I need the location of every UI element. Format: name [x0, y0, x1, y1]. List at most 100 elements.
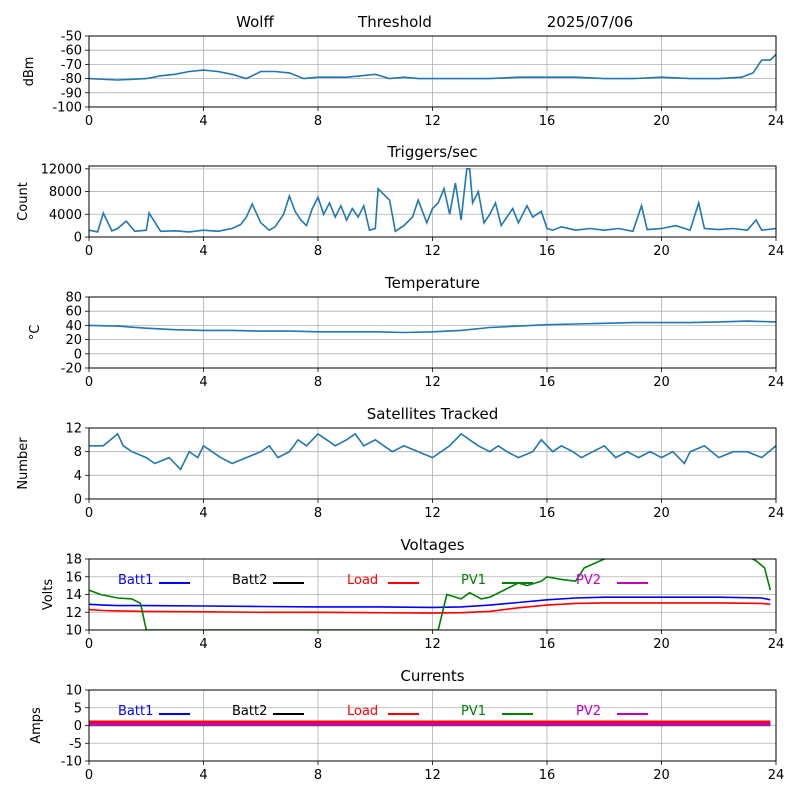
x-tick-label: 12: [424, 375, 441, 390]
x-tick-label: 4: [199, 506, 207, 521]
y-tick-label: 0: [74, 493, 82, 508]
chart-panel-1: 0 4 8 12 16 20 24 -100-90-80-70-60-50 dBm: [22, 30, 784, 130]
x-tick-label: 24: [768, 244, 785, 259]
chart-title: Temperature: [384, 274, 480, 292]
y-axis-label: Amps: [29, 707, 44, 744]
x-tick-label: 24: [768, 768, 785, 783]
y-tick-label: 14: [65, 588, 82, 603]
y-tick-label: 80: [65, 291, 82, 306]
x-tick-label: 8: [314, 375, 322, 390]
chart-panel-2: 0 4 8 12 16 20 24 0 4000 8000 12000 Triggers/sec Cou…: [16, 143, 784, 259]
header-mode: Threshold: [357, 13, 432, 31]
x-tick-label: 24: [768, 506, 785, 521]
y-axis-label: dBm: [22, 57, 37, 87]
y-tick-label: 8000: [49, 185, 82, 200]
x-tick-label: 16: [539, 768, 556, 783]
y-tick-label: 12000: [41, 162, 82, 177]
y-tick-label: 10: [65, 684, 82, 699]
y-tick-label: -10: [61, 755, 82, 770]
y-tick-label: -5: [69, 737, 82, 752]
series-line-trace: [89, 320, 776, 334]
chart-title: Triggers/sec: [387, 143, 478, 161]
y-tick-label: 0: [74, 231, 82, 246]
chart-panel-5: 0 4 8 12 16 20 24 10 12 14 16 18 Voltages Volts Batt1 B…: [41, 536, 784, 652]
y-tick-label: -20: [61, 362, 82, 377]
legend-label-load: Load: [347, 704, 378, 719]
y-tick-label: 5: [74, 701, 82, 716]
legend-label-pv1: PV1: [461, 573, 486, 588]
x-tick-label: 0: [85, 244, 93, 259]
y-tick-label: 4: [74, 469, 82, 484]
series-line-trace: [89, 168, 776, 233]
x-tick-label: 8: [314, 244, 322, 259]
y-tick-label: 8: [74, 445, 82, 460]
y-tick-label: 40: [65, 319, 82, 334]
x-tick-label: 16: [539, 506, 556, 521]
y-tick-label: -80: [61, 72, 82, 87]
x-tick-label: 24: [768, 114, 785, 129]
x-tick-label: 16: [539, 244, 556, 259]
x-tick-label: 20: [653, 375, 670, 390]
y-tick-label: -50: [61, 30, 82, 45]
legend-label-pv1: PV1: [461, 704, 486, 719]
x-tick-label: 24: [768, 637, 785, 652]
y-tick-label: -70: [61, 58, 82, 73]
y-tick-label: -100: [52, 101, 82, 116]
legend-label-batt2: Batt2: [232, 704, 267, 719]
x-tick-label: 16: [539, 114, 556, 129]
x-tick-label: 12: [424, 244, 441, 259]
x-tick-label: 8: [314, 114, 322, 129]
chart-panel-4: 0 4 8 12 16 20 24 0 4 8 12 Satellites Tracked Number: [16, 405, 784, 521]
y-tick-label: 60: [65, 305, 82, 320]
y-tick-label: 12: [65, 422, 82, 437]
x-tick-label: 20: [653, 114, 670, 129]
x-tick-label: 8: [314, 506, 322, 521]
legend-label-pv2: PV2: [576, 704, 601, 719]
y-axis-label: °C: [28, 325, 43, 341]
x-tick-label: 0: [85, 637, 93, 652]
legend-label-batt1: Batt1: [118, 573, 153, 588]
x-tick-label: 12: [424, 506, 441, 521]
y-tick-label: 0: [74, 719, 82, 734]
legend-label-load: Load: [347, 573, 378, 588]
header-station: Wolff: [236, 13, 274, 31]
y-tick-label: 12: [65, 606, 82, 621]
chart-panel-6: 0 4 8 12 16 20 24 -10 -5 0 5 10 Currents Amps Batt1 Bat…: [29, 667, 784, 783]
legend-label-batt1: Batt1: [118, 704, 153, 719]
y-tick-label: 20: [65, 333, 82, 348]
y-axis-label: Number: [16, 437, 31, 490]
series-line-batt1: [89, 596, 771, 609]
chart-title: Satellites Tracked: [367, 405, 498, 423]
x-tick-label: 4: [199, 114, 207, 129]
series-line-trace: [89, 432, 776, 471]
x-tick-label: 12: [424, 114, 441, 129]
x-tick-label: 20: [653, 637, 670, 652]
series-line-pv1: [89, 559, 772, 630]
y-tick-label: 0: [74, 347, 82, 362]
x-tick-label: 4: [199, 768, 207, 783]
x-tick-label: 16: [539, 375, 556, 390]
x-tick-label: 20: [653, 244, 670, 259]
x-tick-label: 20: [653, 506, 670, 521]
x-tick-label: 0: [85, 375, 93, 390]
series-line-trace: [89, 53, 776, 81]
x-tick-label: 8: [314, 637, 322, 652]
y-tick-label: 10: [65, 624, 82, 639]
legend-label-batt2: Batt2: [232, 573, 267, 588]
y-tick-label: -90: [61, 86, 82, 101]
x-tick-label: 12: [424, 637, 441, 652]
x-tick-label: 24: [768, 375, 785, 390]
x-tick-label: 8: [314, 768, 322, 783]
x-tick-label: 20: [653, 768, 670, 783]
legend-label-pv2: PV2: [576, 573, 601, 588]
x-tick-label: 4: [199, 375, 207, 390]
x-tick-label: 0: [85, 768, 93, 783]
x-tick-label: 0: [85, 114, 93, 129]
y-axis-label: Count: [16, 182, 31, 221]
chart-title: Voltages: [400, 536, 464, 554]
y-tick-label: 16: [65, 570, 82, 585]
x-tick-label: 4: [199, 637, 207, 652]
